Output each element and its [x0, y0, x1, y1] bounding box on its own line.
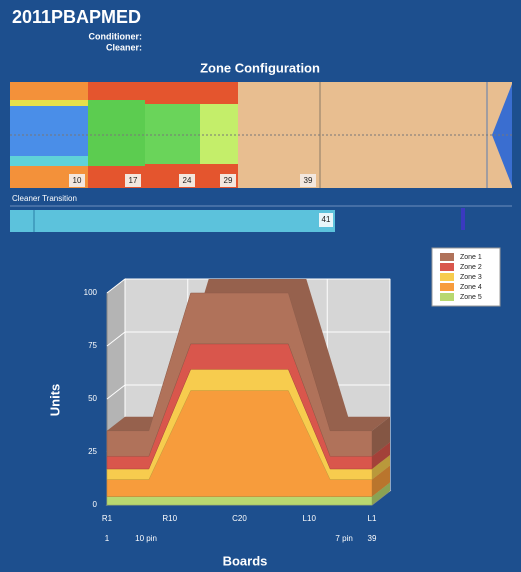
- zone-config-title: Zone Configuration: [200, 60, 320, 75]
- x-annotation: 39: [368, 534, 377, 543]
- y-tick-label: 50: [88, 394, 97, 403]
- x-axis-label: Boards: [223, 553, 268, 568]
- zone-label-box: [69, 174, 85, 187]
- legend-swatch: [440, 263, 454, 271]
- y-tick-label: 0: [93, 500, 98, 509]
- area-side: [372, 442, 390, 469]
- area-side: [372, 416, 390, 457]
- zone-label-box: [125, 174, 141, 187]
- zone-col: [200, 104, 238, 164]
- x-tick-label: L10: [303, 514, 317, 523]
- zone-col: [145, 104, 200, 164]
- legend-label: Zone 4: [460, 284, 482, 291]
- y-tick-label: 75: [88, 341, 97, 350]
- zone-label-box: [179, 174, 195, 187]
- legend-label: Zone 5: [460, 294, 482, 301]
- y-tick-label: 100: [84, 288, 98, 297]
- cleaner-transition-label: Cleaner Transition: [12, 194, 77, 203]
- area: [106, 496, 373, 506]
- y-axis-label: Units: [47, 384, 62, 417]
- grid-line: [106, 331, 126, 347]
- area-side: [372, 482, 390, 505]
- zone-col: [10, 100, 88, 106]
- area-top-face: [107, 279, 390, 431]
- zone-col: [10, 106, 88, 162]
- legend-label: Zone 3: [460, 274, 482, 281]
- grid-line: [106, 384, 126, 400]
- zone-col: [88, 100, 145, 166]
- x-tick-label: C20: [232, 514, 247, 523]
- zone-boundary-label: 39: [304, 176, 313, 185]
- x-annotation: 1: [105, 534, 110, 543]
- zone-bar: [10, 82, 512, 188]
- x-annotation: 10 pin: [135, 534, 157, 543]
- zone-label-box: [300, 174, 316, 187]
- x-annotation: 7 pin: [335, 534, 352, 543]
- area-side: [372, 454, 390, 480]
- conditioner-label: Conditioner:: [89, 31, 143, 41]
- legend-label: Zone 1: [460, 254, 482, 261]
- legend-label: Zone 2: [460, 264, 482, 271]
- legend-swatch: [440, 283, 454, 291]
- cleaner-value: 41: [322, 215, 331, 224]
- legend-swatch: [440, 273, 454, 281]
- x-tick-label: R1: [102, 514, 113, 523]
- zone-boundary-label: 29: [224, 176, 233, 185]
- y-tick-label: 25: [88, 447, 97, 456]
- cleaner-bar: [10, 210, 335, 232]
- zone-boundary-label: 24: [183, 176, 192, 185]
- zone-col: [10, 156, 88, 166]
- zone-boundary-label: 17: [129, 176, 138, 185]
- zone-label-box: [220, 174, 236, 187]
- zone-boundary-label: 10: [73, 176, 82, 185]
- x-tick-label: L1: [368, 514, 377, 523]
- legend-swatch: [440, 253, 454, 261]
- area-side: [372, 465, 390, 497]
- x-tick-label: R10: [162, 514, 177, 523]
- page-title: 2011PBAPMED: [12, 7, 141, 27]
- legend-swatch: [440, 293, 454, 301]
- grid-line: [106, 278, 126, 294]
- value-box: [319, 213, 333, 227]
- cleaner-marker: [461, 208, 465, 230]
- cleaner-label: Cleaner:: [106, 42, 142, 52]
